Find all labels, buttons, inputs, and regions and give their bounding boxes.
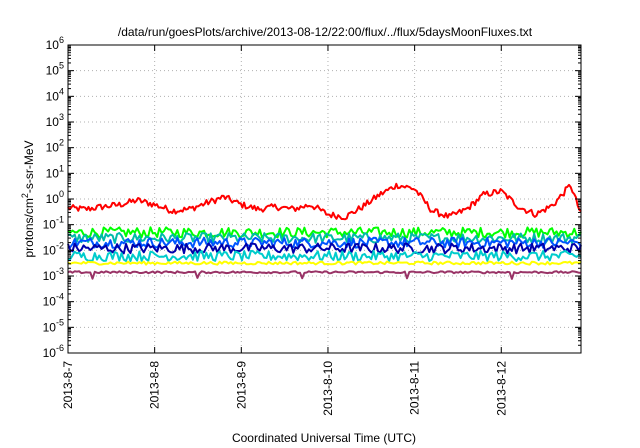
y-tick-base: 10 xyxy=(43,243,57,257)
y-tick-base: 10 xyxy=(43,346,57,360)
y-tick-base: 10 xyxy=(46,141,60,155)
y-tick-label: 10-5 xyxy=(43,317,64,334)
x-tick-label: 2013-8-8 xyxy=(148,361,162,409)
x-tick-label: 2013-8-12 xyxy=(494,361,508,416)
y-tick-label: 100 xyxy=(46,189,64,206)
y-tick-base: 10 xyxy=(46,38,60,52)
y-tick-label: 101 xyxy=(46,163,64,180)
series-line xyxy=(67,242,582,255)
y-tick-exp: -6 xyxy=(56,343,64,353)
y-tick-label: 106 xyxy=(46,35,64,52)
y-tick-base: 10 xyxy=(43,218,57,232)
y-axis-label-rest: -s-sr-MeV xyxy=(22,140,36,193)
series-line xyxy=(67,270,581,280)
y-tick-base: 10 xyxy=(46,166,60,180)
y-tick-exp: 4 xyxy=(59,86,64,96)
y-tick-label: 102 xyxy=(46,138,64,155)
y-tick-base: 10 xyxy=(46,64,60,78)
y-tick-exp: 6 xyxy=(59,35,64,45)
y-tick-exp: -3 xyxy=(56,266,64,276)
x-tick-label: 2013-8-11 xyxy=(408,361,422,415)
series-layer xyxy=(67,182,582,280)
series-line xyxy=(67,182,582,221)
y-tick-exp: 0 xyxy=(59,189,64,199)
y-tick-base: 10 xyxy=(43,320,57,334)
x-axis: 2013-8-7 2013-8-8 2013-8-9 2013-8-10 2013-8-… xyxy=(61,45,508,416)
x-tick-label: 2013-8-9 xyxy=(234,361,248,409)
y-tick-label: 10-4 xyxy=(43,292,64,309)
y-tick-base: 10 xyxy=(46,192,60,206)
series-line xyxy=(67,260,582,266)
y-tick-exp: 2 xyxy=(59,138,64,148)
x-tick-label: 2013-8-10 xyxy=(321,361,335,416)
y-tick-exp: 5 xyxy=(59,61,64,71)
y-tick-base: 10 xyxy=(46,89,60,103)
y-tick-exp: -1 xyxy=(56,215,64,225)
y-tick-base: 10 xyxy=(43,295,57,309)
y-axis-label: protons/cm2-s-sr-MeV xyxy=(20,140,36,257)
y-tick-base: 10 xyxy=(46,115,60,129)
y-tick-exp: 3 xyxy=(59,112,64,122)
y-tick-label: 105 xyxy=(46,61,64,78)
y-tick-label: 10-2 xyxy=(43,240,64,257)
y-tick-label: 104 xyxy=(46,86,64,103)
y-tick-label: 10-6 xyxy=(43,343,64,360)
series-line xyxy=(67,226,582,239)
y-tick-exp: -5 xyxy=(56,317,64,327)
y-tick-label: 103 xyxy=(46,112,64,129)
y-tick-base: 10 xyxy=(43,269,57,283)
y-axis-label-base: protons/cm xyxy=(22,198,36,257)
y-tick-exp: -2 xyxy=(56,240,64,250)
y-axis: 10-610-510-410-310-210-11001011021031041… xyxy=(43,35,581,360)
series-line xyxy=(67,249,582,263)
y-tick-exp: 1 xyxy=(59,163,64,173)
x-axis-label: Coordinated Universal Time (UTC) xyxy=(232,431,416,445)
y-axis-label-sup: 2 xyxy=(20,193,30,198)
chart-title: /data/run/goesPlots/archive/2013-08-12/2… xyxy=(118,25,533,39)
x-tick-label: 2013-8-7 xyxy=(61,361,75,409)
y-tick-label: 10-3 xyxy=(43,266,64,283)
y-tick-label: 10-1 xyxy=(43,215,64,232)
y-tick-exp: -4 xyxy=(56,292,64,302)
